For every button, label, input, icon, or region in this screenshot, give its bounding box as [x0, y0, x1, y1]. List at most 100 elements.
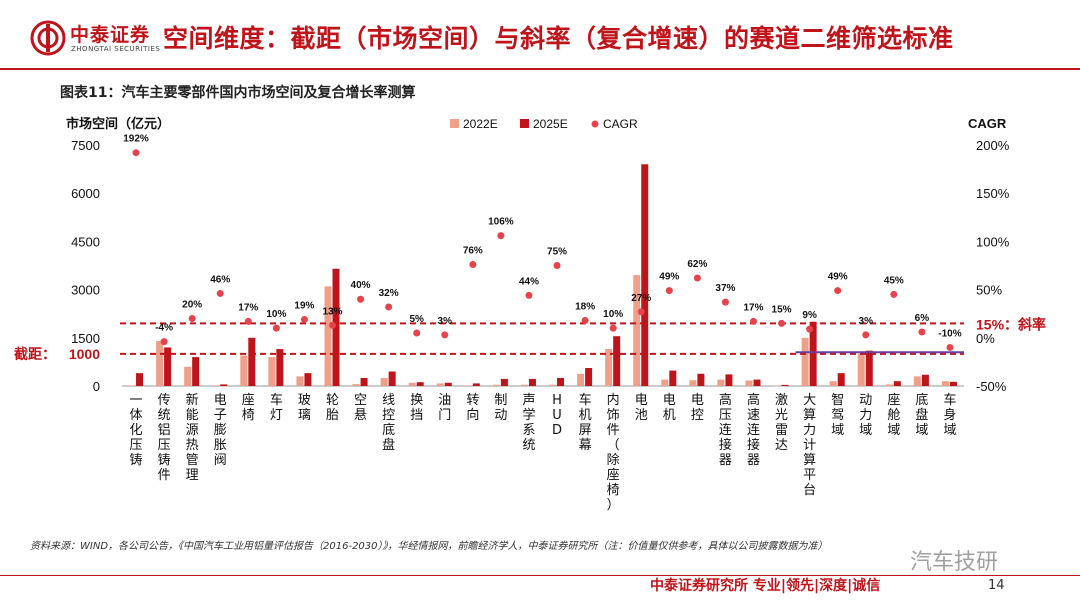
page-number: 14: [988, 578, 1005, 593]
bar-2022: [941, 381, 949, 386]
bar-2025: [276, 349, 284, 386]
header-divider: [0, 68, 1080, 70]
bar-2025: [697, 373, 705, 386]
bar-2025: [613, 336, 621, 386]
cagr-point: [216, 289, 224, 297]
logo-name-cn: 中泰证券: [70, 24, 151, 46]
bar-2022: [184, 366, 192, 386]
y-tick-label: 1500: [71, 331, 100, 346]
cagr-data-label: 10%: [266, 309, 286, 320]
x-tick-label: 制动: [494, 393, 507, 423]
cagr-data-label: 44%: [519, 276, 539, 287]
bar-2022: [156, 341, 164, 386]
cagr-data-label: 37%: [715, 283, 735, 294]
legend-swatch-2025: [520, 119, 529, 128]
bar-2022: [408, 382, 416, 386]
bar-2022: [633, 275, 641, 386]
cagr-data-label: 32%: [379, 288, 399, 299]
bar-2025: [360, 377, 368, 386]
intercept-tick-label: 1000: [69, 346, 100, 362]
cagr-data-label: 192%: [123, 134, 149, 145]
footer-divider: [0, 575, 1080, 576]
cagr-point: [357, 295, 365, 303]
cagr-data-label: 18%: [575, 301, 595, 312]
bar-2025: [865, 350, 873, 386]
bar-2022: [324, 286, 332, 386]
bar-2025: [781, 384, 789, 386]
bar-2025: [136, 373, 144, 386]
x-tick-label: 空悬: [354, 393, 367, 423]
cagr-point: [469, 261, 477, 269]
cagr-point: [806, 325, 814, 333]
x-tick-label: 座椅: [242, 393, 255, 423]
bar-2022: [352, 384, 360, 386]
cagr-point: [890, 290, 898, 298]
cagr-data-label: 6%: [915, 313, 930, 324]
x-tick-label: 一体化压铸: [130, 393, 143, 468]
bar-2022: [577, 373, 585, 386]
figure-title: 图表11：汽车主要零部件国内市场空间及复合增长率测算: [60, 85, 416, 101]
cagr-point: [665, 287, 673, 295]
bar-2022: [549, 384, 557, 386]
bar-2022: [885, 384, 893, 386]
y2-tick-label: 100%: [976, 234, 1010, 249]
cagr-data-label: 17%: [743, 302, 763, 313]
x-tick-label: 高压连接器: [719, 392, 732, 468]
cagr-point: [497, 232, 505, 240]
bar-2022: [829, 381, 837, 386]
cagr-point: [750, 317, 757, 325]
cagr-point: [525, 291, 533, 299]
cagr-point: [553, 262, 561, 269]
bar-2022: [717, 379, 725, 386]
bar-2025: [641, 164, 649, 386]
cagr-data-label: 45%: [884, 275, 904, 286]
y-tick-label: 3000: [71, 283, 100, 298]
x-tick-label: 电池: [635, 393, 648, 423]
company-logo: 中泰证券 ZHONGTAI SECURITIES: [30, 18, 200, 62]
reference-lines-layer: [120, 322, 964, 355]
y2-axis-title: CAGR: [968, 116, 1007, 131]
footer-slogan: 中泰证券研究所 专业|领先|深度|诚信: [650, 578, 881, 594]
cagr-data-label: 9%: [802, 310, 817, 321]
bar-2025: [557, 377, 565, 386]
legend-label-cagr: CAGR: [603, 117, 638, 131]
bar-2025: [500, 378, 508, 386]
bar-2022: [464, 385, 472, 386]
bar-2022: [745, 380, 753, 386]
x-tick-label: 转向: [466, 393, 479, 423]
y2-tick-label: 150%: [976, 186, 1010, 201]
cagr-point: [946, 343, 954, 351]
bar-2025: [388, 371, 396, 386]
bar-2022: [240, 355, 248, 386]
x-tick-label: 动力域: [859, 393, 872, 438]
cagr-point: [441, 331, 449, 339]
bar-2025: [248, 337, 256, 386]
bar-2025: [837, 373, 845, 386]
source-note: 资料来源：WIND，各公司公告，《中国汽车工业用铝量评估报告（2016-2030…: [30, 541, 828, 552]
cagr-data-label: 62%: [687, 259, 707, 270]
x-tick-label: 座舱域: [887, 393, 900, 438]
y-tick-label: 6000: [71, 186, 100, 201]
cagr-data-label: 15%: [772, 304, 792, 315]
cagr-point: [862, 331, 870, 339]
cagr-data-label: 27%: [631, 293, 651, 304]
bar-2025: [585, 368, 593, 386]
bar-2025: [444, 382, 452, 386]
bar-2022: [380, 377, 388, 386]
cagr-data-label: 5%: [409, 314, 424, 325]
cagr-point: [188, 315, 196, 323]
cagr-data-label: 49%: [659, 272, 679, 283]
legend-label-2022: 2022E: [463, 117, 498, 131]
legend-label-2025: 2025E: [533, 117, 568, 131]
slide-header: 中泰证券 ZHONGTAI SECURITIES 空间维度：截距（市场空间）与斜…: [0, 0, 1080, 70]
slope-tick-label: 15%：斜率: [976, 316, 1046, 332]
cagr-data-label: 10%: [603, 309, 623, 320]
bar-2025: [192, 357, 200, 386]
cagr-point: [329, 321, 336, 329]
x-tick-label: 换挡: [410, 393, 423, 423]
cagr-dots-layer: [132, 149, 954, 351]
y2-tick-label: 200%: [976, 138, 1010, 153]
bar-2025: [220, 384, 228, 386]
cagr-point: [132, 149, 140, 157]
